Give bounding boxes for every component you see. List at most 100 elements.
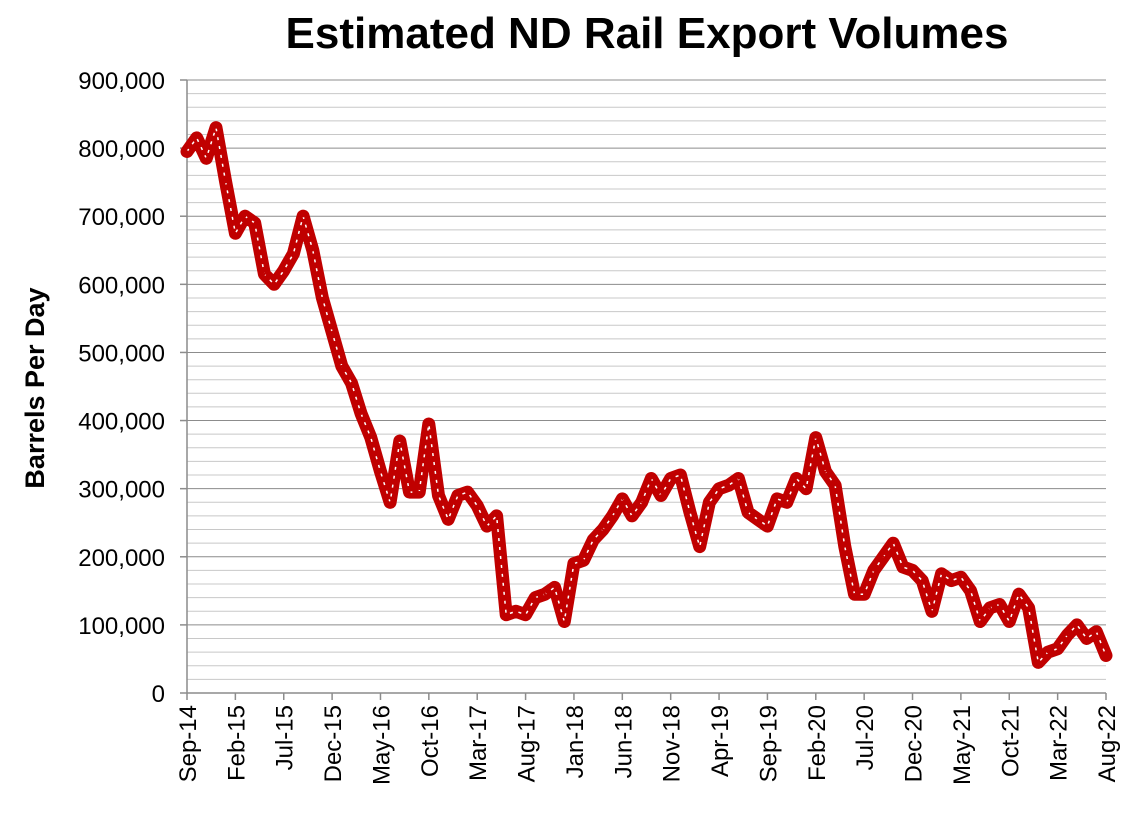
x-tick-label: Oct-21 [997, 705, 1024, 777]
data-point [330, 330, 334, 334]
y-tick-label: 0 [152, 681, 165, 708]
data-point [882, 555, 885, 558]
data-point [862, 593, 866, 596]
y-tick-label: 200,000 [78, 545, 165, 572]
data-point [446, 518, 450, 521]
data-point [901, 565, 905, 569]
data-point [766, 524, 769, 528]
data-point [921, 579, 924, 582]
data-point [243, 215, 247, 218]
data-point [698, 545, 701, 548]
x-tick-labels: Sep-14 Feb-15 Jul-15 Dec-15 May-16 Oct-16 Mar-… [175, 705, 1121, 785]
data-point [988, 606, 992, 610]
data-point [1017, 593, 1021, 596]
data-point [485, 524, 489, 528]
data-point [224, 180, 227, 184]
data-point [582, 558, 585, 562]
data-point [253, 221, 256, 225]
data-point [505, 613, 508, 616]
data-point [398, 439, 402, 443]
data-point [311, 249, 314, 252]
x-tick-label: May-21 [949, 705, 976, 785]
data-point [350, 381, 353, 385]
y-tick-label: 700,000 [78, 204, 165, 231]
x-tick-label: Jun-18 [610, 705, 637, 778]
data-point [263, 272, 266, 276]
data-point [369, 436, 372, 439]
data-point [688, 511, 692, 514]
x-tick-label: Oct-16 [417, 705, 444, 777]
data-point [804, 487, 808, 490]
x-tick-label: Dec-20 [901, 705, 928, 782]
x-tick-label: Aug-17 [514, 705, 541, 782]
data-point [650, 477, 653, 480]
data-point [969, 589, 972, 593]
data-point [911, 569, 914, 572]
y-tick-label: 300,000 [78, 477, 165, 504]
data-point [1027, 606, 1030, 610]
data-point [234, 232, 237, 235]
data-point [476, 504, 479, 507]
data-point [572, 562, 576, 565]
data-point [833, 484, 837, 487]
data-point [950, 579, 953, 582]
data-point [824, 470, 827, 473]
x-tick-label: Dec-15 [320, 705, 347, 782]
data-point [1104, 654, 1108, 657]
x-tick-label: Mar-22 [1046, 705, 1073, 781]
data-point [456, 494, 460, 497]
data-point [630, 514, 634, 518]
x-tick-label: Jan-18 [562, 705, 589, 778]
x-tick-label: Aug-22 [1094, 705, 1121, 782]
data-point [514, 610, 518, 613]
data-point [1037, 661, 1040, 664]
data-point [746, 511, 750, 514]
data-point [1056, 647, 1059, 650]
y-tick-label: 800,000 [78, 136, 165, 163]
data-point [659, 494, 663, 497]
data-point [543, 593, 547, 596]
data-point [737, 477, 740, 480]
x-tick-label: Feb-15 [223, 705, 250, 781]
data-point [979, 620, 982, 623]
data-point [282, 269, 285, 272]
data-point [756, 518, 759, 521]
data-point [853, 593, 856, 596]
data-point [205, 157, 208, 160]
data-point [775, 497, 779, 501]
data-point [417, 490, 421, 494]
data-point [621, 497, 624, 501]
data-point [301, 215, 305, 218]
x-tick-label: Sep-14 [175, 705, 202, 782]
y-tick-label: 500,000 [78, 340, 165, 367]
data-point [185, 150, 189, 153]
data-point [940, 572, 943, 576]
data-point [466, 490, 469, 494]
y-tick-labels: 0 100,000 200,000 300,000 400,000 500,000 600,… [78, 68, 165, 708]
data-point [524, 613, 527, 616]
data-point [359, 412, 363, 415]
data-point [959, 576, 963, 579]
series-layer [180, 121, 1113, 669]
data-point [195, 136, 198, 140]
x-tick-label: Mar-17 [465, 705, 492, 781]
x-tick-label: Apr-19 [707, 705, 734, 777]
data-point [611, 514, 614, 518]
data-point [1095, 630, 1098, 633]
x-tick-label: Sep-19 [755, 705, 782, 782]
data-point [379, 470, 382, 473]
data-point [534, 596, 537, 599]
data-point [998, 603, 1001, 606]
data-point [592, 538, 595, 541]
data-point [495, 514, 498, 518]
data-point [785, 501, 788, 504]
x-tick-label: Jul-15 [272, 705, 299, 770]
data-point [427, 422, 431, 426]
y-tick-label: 100,000 [78, 613, 165, 640]
chart-title: Estimated ND Rail Export Volumes [286, 9, 1009, 58]
data-point [1008, 620, 1011, 623]
data-point [437, 494, 440, 497]
x-tick-label: May-16 [368, 705, 395, 785]
data-point [388, 501, 392, 504]
data-point [669, 477, 672, 480]
